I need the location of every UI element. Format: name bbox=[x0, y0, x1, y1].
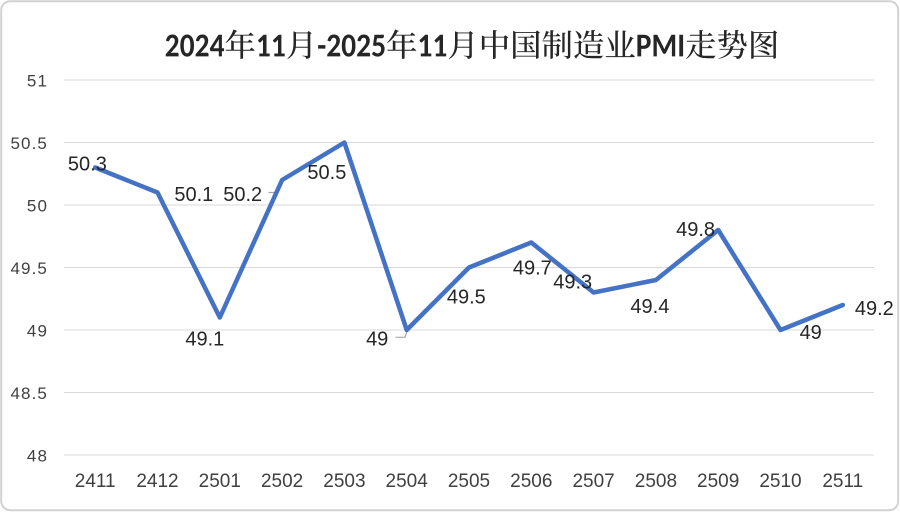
svg-text:2510: 2510 bbox=[759, 471, 801, 492]
svg-text:50.1: 50.1 bbox=[174, 184, 213, 206]
svg-text:50.5: 50.5 bbox=[11, 134, 49, 153]
svg-text:2412: 2412 bbox=[136, 471, 178, 492]
svg-text:49: 49 bbox=[27, 321, 48, 340]
svg-text:49.2: 49.2 bbox=[855, 298, 894, 320]
svg-text:50.5: 50.5 bbox=[307, 162, 346, 184]
svg-text:51: 51 bbox=[27, 71, 48, 90]
svg-text:2411: 2411 bbox=[75, 471, 116, 492]
svg-text:2507: 2507 bbox=[572, 471, 614, 492]
svg-text:2501: 2501 bbox=[199, 471, 241, 492]
svg-text:2505: 2505 bbox=[448, 471, 490, 492]
svg-text:49: 49 bbox=[366, 329, 388, 351]
svg-text:2509: 2509 bbox=[697, 471, 739, 492]
svg-text:2506: 2506 bbox=[510, 471, 552, 492]
svg-text:2504: 2504 bbox=[386, 471, 429, 492]
svg-text:49.3: 49.3 bbox=[553, 271, 592, 293]
svg-text:2502: 2502 bbox=[261, 471, 303, 492]
svg-text:48.5: 48.5 bbox=[11, 384, 49, 403]
svg-text:49: 49 bbox=[800, 322, 822, 344]
svg-text:49.5: 49.5 bbox=[11, 259, 49, 278]
svg-text:2508: 2508 bbox=[635, 471, 677, 492]
svg-text:50: 50 bbox=[27, 196, 48, 215]
svg-text:49.7: 49.7 bbox=[513, 257, 552, 279]
svg-text:49.1: 49.1 bbox=[185, 329, 224, 351]
svg-text:49.5: 49.5 bbox=[447, 286, 486, 308]
svg-text:50.2: 50.2 bbox=[223, 184, 262, 206]
svg-text:48: 48 bbox=[27, 446, 48, 465]
svg-text:50.3: 50.3 bbox=[68, 154, 107, 176]
svg-text:49.8: 49.8 bbox=[676, 219, 715, 241]
svg-text:2511: 2511 bbox=[822, 471, 863, 492]
svg-text:2503: 2503 bbox=[323, 471, 365, 492]
svg-text:49.4: 49.4 bbox=[630, 296, 669, 318]
